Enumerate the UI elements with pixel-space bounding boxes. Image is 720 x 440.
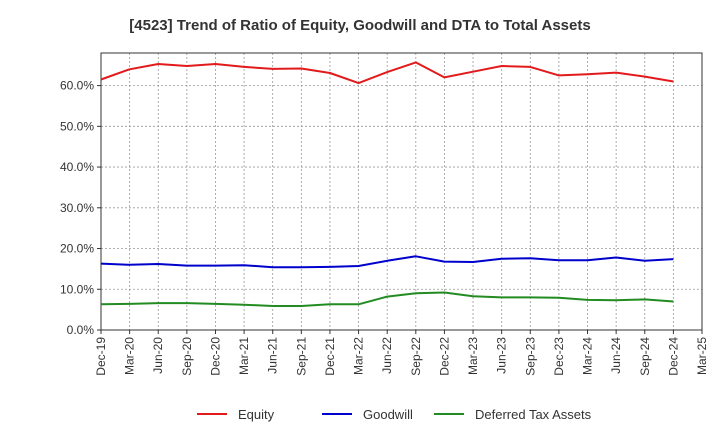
chart-title: [4523] Trend of Ratio of Equity, Goodwil… [129,17,590,34]
y-tick-label: 50.0% [60,119,94,133]
x-tick-label: Dec-23 [552,337,566,376]
x-tick-label: Mar-20 [123,337,137,375]
series-lines [100,61,674,307]
y-tick-label: 30.0% [60,201,94,215]
x-tick-label: Mar-24 [581,337,595,375]
y-tick-labels: 0.0% 10.0% 20.0% 30.0% 40.0% 50.0% 60.0% [60,79,101,337]
x-tick-label: Sep-23 [523,337,537,376]
axes [100,52,703,331]
series-line-goodwill [100,255,674,269]
x-tick-label: Jun-24 [609,337,623,374]
y-tick-label: 40.0% [60,160,94,174]
x-tick-label: Dec-20 [208,337,222,376]
x-tick-label: Mar-25 [695,337,709,375]
y-tick-label: 60.0% [60,79,94,93]
x-tick-label: Dec-21 [323,337,337,376]
x-tick-label: Jun-20 [151,337,165,374]
grid-lines [101,53,702,330]
x-tick-label: Mar-22 [352,337,366,375]
legend-label: Deferred Tax Assets [475,407,592,422]
series-line-equity [100,61,674,85]
y-tick-label: 0.0% [67,323,95,337]
x-tick-label: Sep-20 [180,337,194,376]
legend-label: Goodwill [363,407,413,422]
plot-frame [100,52,703,331]
x-tick-label: Sep-24 [638,337,652,376]
x-tick-label: Jun-23 [495,337,509,374]
x-tick-label: Mar-21 [237,337,251,375]
x-tick-label: Dec-19 [94,337,108,376]
x-tick-label: Mar-23 [466,337,480,375]
x-tick-labels: Dec-19 Mar-20 Jun-20 Sep-20 Dec-20 Mar-21 Jun-… [94,330,709,376]
y-tick-label: 10.0% [60,282,94,296]
series-line-deferred-tax-assets [100,291,674,307]
x-tick-label: Sep-21 [294,337,308,376]
x-tick-label: Jun-21 [266,337,280,374]
x-tick-label: Dec-24 [666,337,680,376]
x-tick-label: Sep-22 [409,337,423,376]
y-tick-label: 20.0% [60,242,94,256]
x-tick-label: Dec-22 [437,337,451,376]
x-tick-label: Jun-22 [380,337,394,374]
legend: Equity Goodwill Deferred Tax Assets [197,407,592,422]
legend-label: Equity [238,407,275,422]
